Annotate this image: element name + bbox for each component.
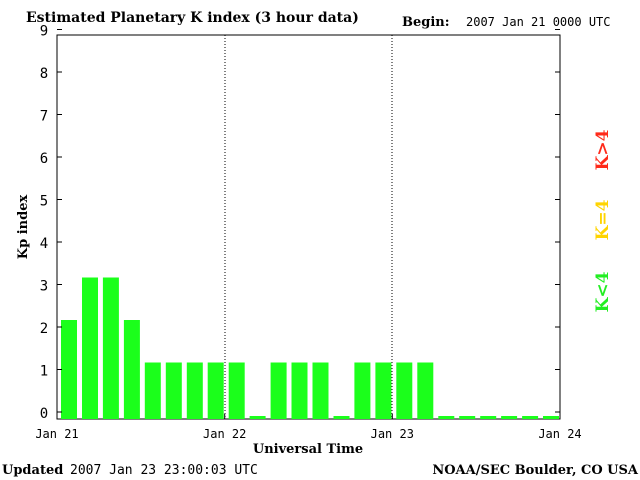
kp-bar-10 [270, 362, 287, 419]
x-axis-label: Universal Time [253, 442, 363, 457]
y-tick-label-1: 1 [40, 364, 48, 380]
kp-bar-13 [333, 416, 350, 419]
kp-bar-20 [480, 416, 497, 419]
y-tick-label-0: 0 [40, 406, 48, 422]
x-tick-label-jan-24: Jan 24 [538, 427, 581, 441]
kp-bar-23 [543, 416, 559, 419]
kp-bar-4 [144, 362, 161, 419]
y-tick-label-5: 5 [40, 194, 48, 210]
x-tick-label-jan-21: Jan 21 [35, 427, 78, 441]
kp-bar-16 [396, 362, 413, 419]
legend-equal-4: K=4 [593, 199, 613, 240]
kp-bar-18 [438, 416, 455, 419]
kp-bar-21 [501, 416, 518, 419]
y-tick-label-9: 9 [40, 24, 48, 40]
x-tick-label-jan-22: Jan 22 [203, 427, 246, 441]
y-tick-label-7: 7 [40, 109, 48, 125]
y-tick-label-2: 2 [40, 321, 48, 337]
plot-area [56, 34, 561, 420]
legend-above-4: K>4 [593, 129, 613, 170]
kp-bar-12 [312, 362, 329, 419]
kp-bar-6 [186, 362, 203, 419]
x-axis: Jan 21 Jan 22 Jan 23 Jan 24 [35, 414, 582, 441]
bars-group [61, 277, 559, 419]
source-credit: NOAA/SEC Boulder, CO USA [432, 463, 639, 478]
kp-bar-15 [375, 362, 392, 419]
y-axis-label: Kp index [16, 195, 31, 260]
y-tick-label-3: 3 [40, 279, 48, 295]
x-tick-label-jan-23: Jan 23 [371, 427, 414, 441]
kp-bar-2 [102, 277, 119, 419]
kp-bar-22 [522, 416, 539, 419]
kp-bar-8 [228, 362, 245, 419]
y-tick-label-8: 8 [40, 66, 48, 82]
chart-title: Estimated Planetary K index (3 hour data… [26, 10, 359, 26]
updated-value: 2007 Jan 23 23:00:03 UTC [70, 463, 258, 478]
kp-bar-11 [291, 362, 308, 419]
kp-bar-1 [82, 277, 98, 419]
y-axis: 0 1 2 3 4 5 6 7 8 9 [40, 24, 560, 422]
kp-bar-3 [123, 320, 140, 419]
kp-bar-0 [61, 320, 77, 419]
begin-label: Begin: [402, 15, 450, 30]
y-tick-label-4: 4 [40, 236, 48, 252]
legend-below-4: K<4 [593, 271, 613, 312]
kp-bar-19 [459, 416, 476, 419]
kp-bar-5 [165, 362, 182, 419]
y-tick-label-6: 6 [40, 151, 48, 167]
kp-bar-9 [249, 416, 266, 419]
updated-label: Updated [2, 463, 63, 478]
begin-value: 2007 Jan 21 0000 UTC [466, 15, 611, 29]
kp-bar-7 [207, 362, 224, 419]
kp-bar-14 [354, 362, 371, 419]
kp-bar-17 [417, 362, 434, 419]
